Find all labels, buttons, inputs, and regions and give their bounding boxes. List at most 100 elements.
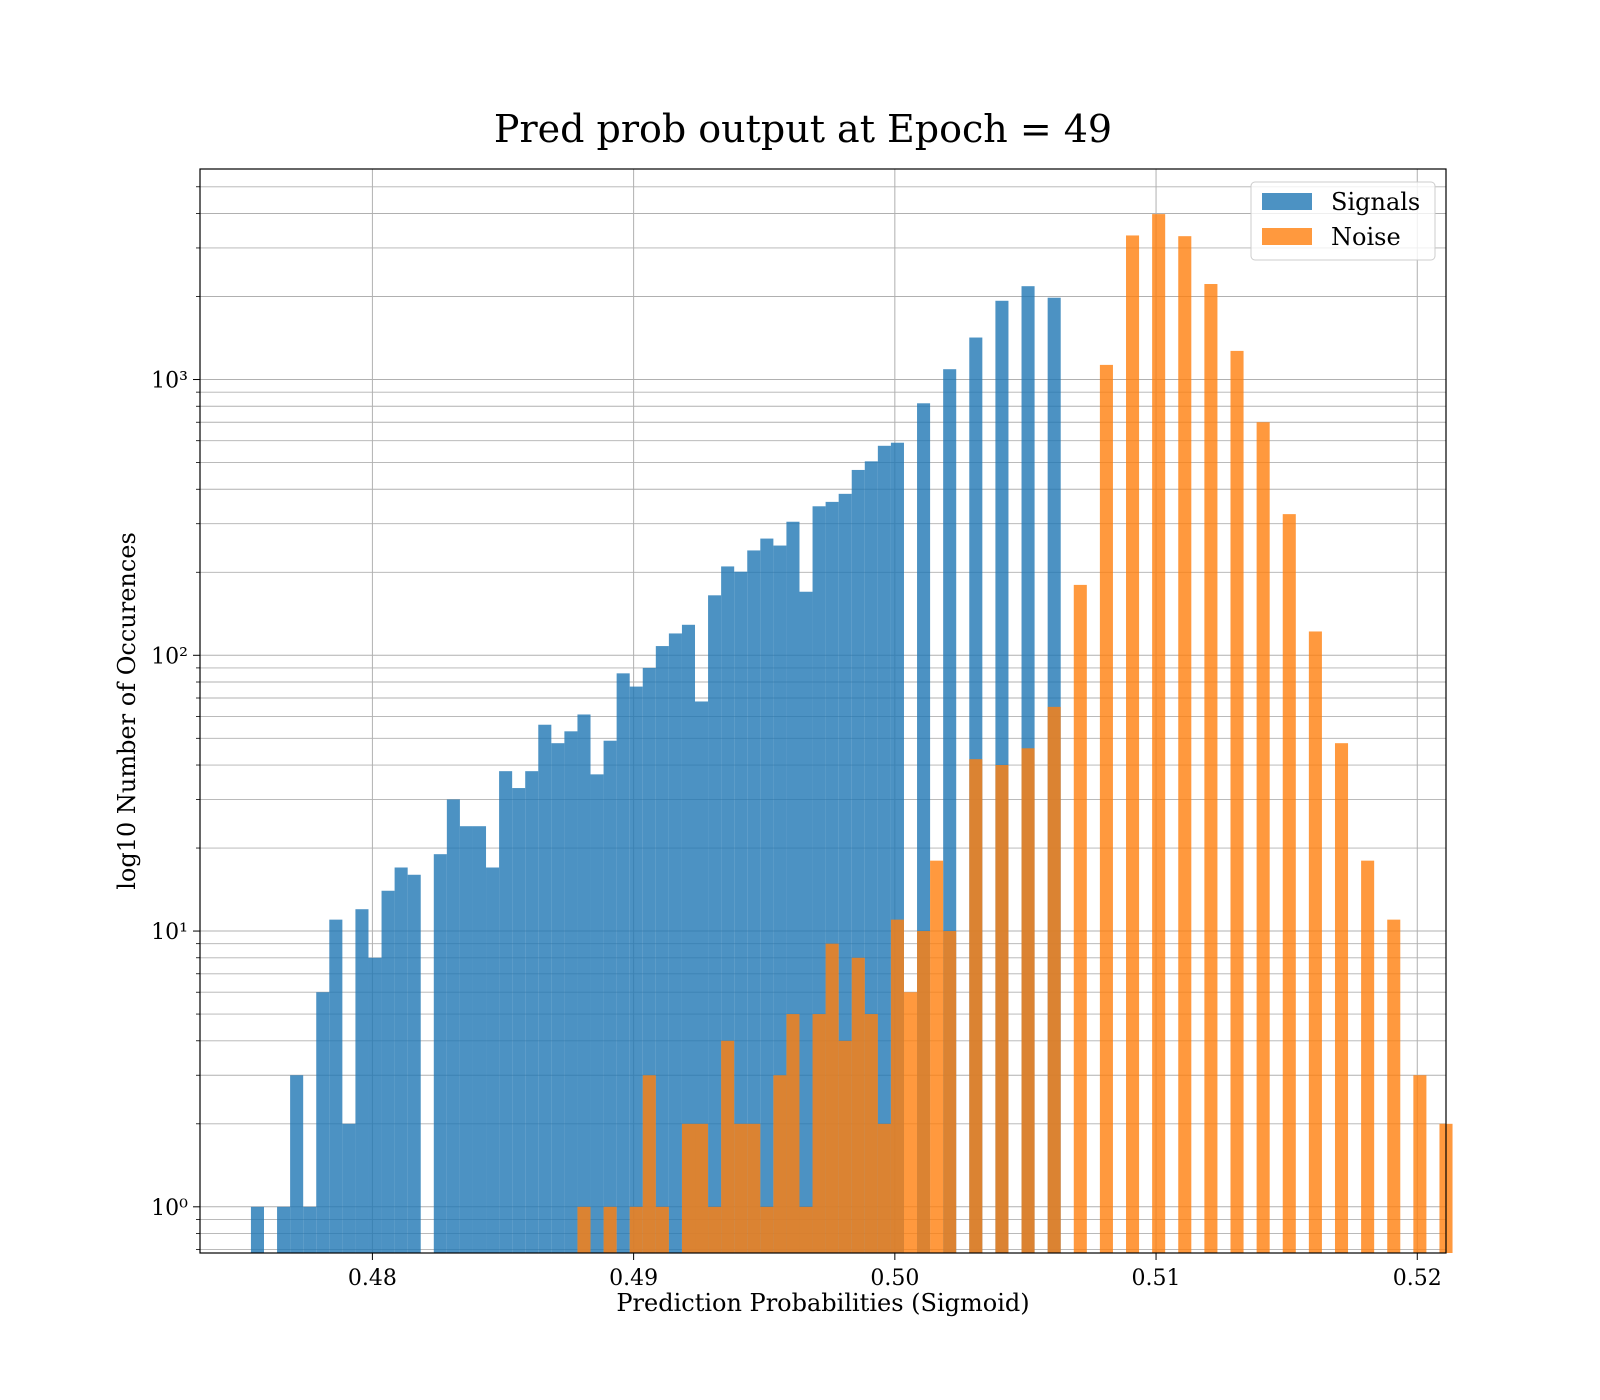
bar [917,931,931,1253]
legend-label-signals: Signals [1331,188,1420,216]
bar [877,1123,891,1253]
bar [1073,584,1087,1253]
bar [655,1206,669,1253]
bar [1361,860,1375,1253]
bar [930,860,944,1253]
bar [355,909,369,1253]
bar [708,595,722,1253]
series-noise [577,214,1453,1254]
bar [969,759,983,1253]
bar [668,633,682,1253]
bar [655,646,669,1253]
bar [695,701,709,1253]
bar [799,591,813,1253]
bar [316,992,330,1253]
bar [877,445,891,1253]
bar [538,724,552,1253]
bar [1152,214,1166,1253]
x-tick-label: 0.49 [609,1266,658,1291]
bar [681,1123,696,1253]
bar [603,1206,617,1253]
bar [603,740,617,1253]
bar [486,867,500,1253]
bar [747,550,761,1253]
bar [1126,235,1140,1253]
bar [799,1206,813,1253]
bar [1047,706,1061,1253]
bar [590,774,604,1253]
bar [368,957,382,1253]
bar [472,826,487,1253]
bar [1413,1075,1427,1253]
bar [838,1040,852,1253]
bar [708,1206,722,1253]
bar [1178,236,1192,1254]
bar [250,1206,264,1253]
bar [747,1123,761,1253]
bar [642,1075,656,1253]
bar [277,1206,291,1253]
bar [1099,364,1113,1253]
bar [773,1075,787,1253]
bar [564,731,578,1253]
bar [695,1123,709,1253]
bar [760,538,774,1253]
y-tick-label: 10² [151,644,188,669]
bar [446,799,460,1253]
bar [459,826,473,1253]
bar [394,867,408,1253]
chart-title: Pred prob output at Epoch = 49 [494,107,1112,151]
x-axis-label: Prediction Probabilities (Sigmoid) [616,1289,1029,1317]
bar [1308,631,1322,1253]
y-tick-label: 10¹ [151,920,188,945]
bar [629,686,643,1253]
bar [616,673,630,1253]
bar [381,890,395,1253]
legend-label-noise: Noise [1331,223,1401,251]
y-axis-label: log10 Number of Occurences [113,532,141,890]
bar [864,1014,878,1253]
legend-swatch-noise [1262,228,1312,245]
x-tick-label: 0.48 [348,1266,397,1291]
bar [851,957,865,1253]
y-tick-label: 10⁰ [151,1196,188,1221]
bar [890,919,904,1253]
bar [903,992,918,1253]
bar [812,1014,826,1253]
x-tick-label: 0.51 [1132,1266,1181,1291]
bar [1021,748,1035,1253]
bar [734,571,748,1253]
bar [342,1123,356,1253]
bar [734,1123,748,1253]
bar [407,874,421,1253]
bar [681,624,696,1253]
bar [825,943,839,1253]
bar [760,1206,774,1253]
bar [512,788,526,1253]
bar [943,931,957,1253]
bar [721,1040,735,1253]
bar [433,854,447,1253]
axis-ticks: 0.48 0.49 0.50 0.51 0.52 10⁰ 10¹ 10² 10³ [151,186,1442,1291]
plot-frame [199,168,1447,1254]
bar [629,1206,643,1253]
bar [551,743,565,1253]
bar [329,919,343,1253]
bar [995,765,1009,1253]
x-tick-label: 0.52 [1393,1266,1442,1291]
bar [290,1075,304,1253]
bar [1230,350,1244,1253]
bar [525,771,539,1253]
bar [1334,743,1349,1253]
bar [1204,284,1218,1253]
bar [1387,919,1401,1253]
x-tick-label: 0.50 [870,1266,919,1291]
y-tick-label: 10³ [151,369,188,394]
bar [499,771,513,1253]
bar [1256,422,1270,1253]
bar [786,1014,800,1253]
bars [250,214,1453,1254]
bar [577,1206,591,1253]
bar [577,714,591,1253]
